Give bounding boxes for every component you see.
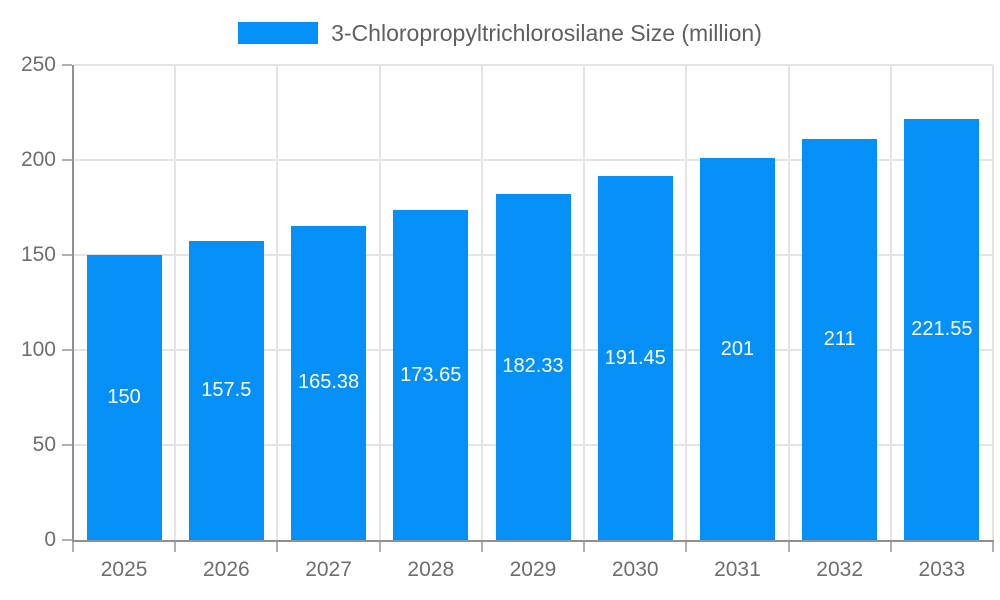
bar[interactable]: 150: [86, 255, 162, 540]
y-axis-line: [72, 65, 74, 542]
gridline-vertical: [276, 65, 279, 540]
bar[interactable]: 157.5: [188, 240, 264, 540]
gridline-vertical: [583, 65, 586, 540]
x-axis-label: 2028: [407, 558, 455, 581]
x-axis-tick: [787, 540, 790, 552]
bar[interactable]: 173.65: [393, 210, 469, 540]
x-axis-tick: [889, 540, 892, 552]
y-axis-tick: [62, 159, 72, 161]
gridline-vertical: [480, 65, 483, 540]
x-axis-label: 2025: [100, 558, 148, 581]
x-axis-tick: [174, 540, 177, 552]
bar-value-label: 157.5: [201, 378, 252, 401]
bar[interactable]: 165.38: [291, 225, 367, 540]
x-axis-tick: [480, 540, 483, 552]
bar-value-label: 182.33: [502, 355, 564, 378]
gridline-vertical: [378, 65, 381, 540]
bar-value-label: 221.55: [911, 318, 973, 341]
legend[interactable]: 3-Chloropropyltrichlorosilane Size (mill…: [0, 14, 1000, 52]
x-axis-label: 2030: [611, 558, 659, 581]
gridline-vertical: [787, 65, 790, 540]
bar[interactable]: 201: [699, 158, 775, 540]
gridline-vertical: [992, 65, 994, 540]
x-axis-tick: [378, 540, 381, 552]
bar[interactable]: 191.45: [597, 176, 673, 540]
y-axis-tick: [62, 254, 72, 256]
y-axis-tick: [62, 444, 72, 446]
bar[interactable]: 221.55: [904, 119, 980, 540]
x-axis-tick: [583, 540, 586, 552]
y-axis-label: 0: [44, 528, 56, 551]
x-axis-label: 2026: [202, 558, 250, 581]
bar-value-label: 150: [107, 386, 141, 408]
x-axis-tick: [685, 540, 688, 552]
legend-swatch[interactable]: [238, 22, 319, 44]
x-axis-label: 2033: [918, 558, 966, 581]
y-axis-tick: [62, 539, 72, 541]
gridline-vertical: [174, 65, 177, 540]
bar[interactable]: 182.33: [495, 193, 571, 540]
y-axis-label: 200: [20, 148, 56, 171]
x-axis-tick: [72, 540, 74, 552]
bar-value-label: 191.45: [604, 346, 666, 369]
gridline-horizontal: [73, 159, 993, 161]
gridline-vertical: [889, 65, 892, 540]
x-axis-tick: [276, 540, 279, 552]
y-axis-tick: [62, 349, 72, 351]
x-axis-label: 2032: [816, 558, 864, 581]
y-axis-label: 100: [20, 338, 56, 361]
x-axis-tick: [992, 540, 994, 552]
x-axis-label: 2027: [305, 558, 352, 581]
y-axis-label: 150: [20, 243, 56, 266]
y-axis-label: 50: [32, 433, 56, 456]
bar-value-label: 173.65: [400, 363, 462, 386]
y-axis-tick: [62, 64, 72, 66]
gridline-vertical: [685, 65, 688, 540]
gridline-horizontal: [73, 64, 993, 66]
x-axis-line: [72, 540, 994, 542]
bar-value-label: 165.38: [297, 371, 360, 394]
legend-label: 3-Chloropropyltrichlorosilane Size (mill…: [331, 19, 762, 46]
bar-value-label: 201: [720, 337, 755, 360]
x-axis-label: 2031: [714, 558, 761, 581]
bar-value-label: 211: [823, 328, 856, 351]
x-axis-label: 2029: [509, 558, 557, 581]
bar[interactable]: 211: [802, 139, 878, 540]
y-axis-label: 250: [20, 53, 56, 76]
